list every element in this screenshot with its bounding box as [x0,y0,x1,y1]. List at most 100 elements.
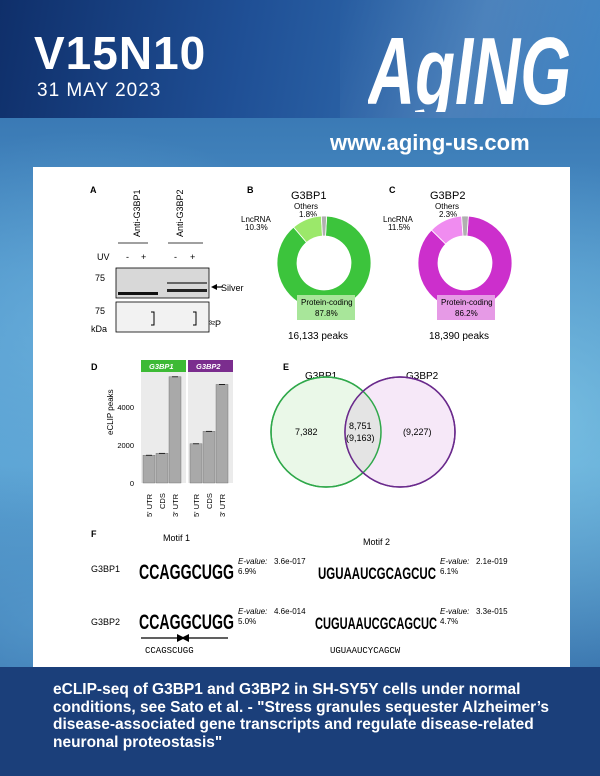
p32-bracket-2 [193,311,197,326]
figure-svg: A Anti-G3BP1 Anti-G3BP2 UV - + - + 75 75… [90,185,513,656]
panel-b-pc-pct: 87.8% [315,309,338,318]
silver-label: Silver [221,283,244,293]
panel-d-strip-g1 [141,360,186,372]
venn-overlap-paren: (9,163) [346,433,375,443]
bar-g1-1 [155,453,169,484]
m2-r1-evalue: 2.1e-019 [476,557,508,566]
panel-b-others-pct: 1.8% [299,210,317,219]
m1-r2-evalue: 4.6e-014 [274,607,306,616]
mw-75-p32: 75 [95,306,105,316]
panel-b-title: G3BP1 [291,190,326,202]
consensus-motif1: CCAGSCUGG [145,646,194,656]
panel-c-pc-label: Protein-coding [441,298,493,307]
panel-d-tick-0: 0 [130,479,134,488]
figure-panel: A Anti-G3BP1 Anti-G3BP2 UV - + - + 75 75… [33,167,570,667]
venn-overlap-count: 8,751 [349,421,372,431]
volume-number: V15N10 [34,27,207,79]
panel-d-cat-g2-1: CDS [205,493,214,509]
donutB-slice-others [320,215,328,237]
panel-e: E G3BP1 G3BP2 7,382 8,751 (9,163) (9,227… [270,362,456,488]
mw-75-silver: 75 [95,273,105,283]
panel-d-bars [142,376,229,484]
panel-e-right-title: G3BP2 [406,371,439,382]
panel-d-tick-2000: 2000 [117,441,134,450]
motif2-logo-g3bp1: UGUAAUCGCAGCUC [318,564,436,583]
panel-d-cat-g1-1: CDS [158,493,167,509]
bar-g1-0 [142,455,156,484]
m2-r1-pct: 6.1% [440,567,458,576]
row-g3bp1: G3BP1 [91,564,120,574]
panel-d-cat-g2-0: 5' UTR [192,493,201,517]
panel-a: A Anti-G3BP1 Anti-G3BP2 UV - + - + 75 75… [90,185,244,334]
p32-label: ³²P [209,319,221,329]
silver-band-3 [167,282,207,284]
panel-b-lnc-label: LncRNA [241,215,271,224]
bar-g1-2 [168,376,182,484]
logo-text: AgING [368,20,571,112]
issue-date: 31 MAY 2023 [37,80,162,101]
panel-d-cat-g1-2: 3' UTR [171,493,180,517]
p32-bracket-1 [151,311,155,326]
journal-logo: AgING [368,20,571,112]
bar-g2-0 [189,443,203,484]
motif1-title: Motif 1 [163,533,190,543]
panel-b-lnc-pct: 10.3% [245,223,268,232]
venn-left-only: 7,382 [295,427,318,437]
panel-c-title: G3BP2 [430,190,465,202]
panel-d: D eCLIP peaks G3BP1 G3BP2 0 2000 4000 5'… [91,360,233,517]
venn-right-only: (9,227) [403,427,432,437]
panel-a-letter: A [90,185,97,195]
motif1-logo-g3bp1: CCAGGCUGG [139,561,234,584]
header-band [0,0,600,118]
col-anti-g3bp2: Anti-G3BP2 [175,189,185,237]
panel-d-strip-g2-label: G3BP2 [196,362,221,371]
silver-arrow-icon [211,284,217,290]
panel-d-letter: D [91,362,98,372]
bar-g2-1 [202,431,216,484]
donutC-slice-protein-coding [417,215,513,311]
panel-d-cat-g2-2: 3' UTR [218,493,227,517]
panel-c-pc-box [437,295,495,320]
panel-c: C G3BP2 Others 2.3% LncRNA 11.5% Protein… [383,185,513,342]
panel-b: B G3BP1 Others 1.8% LncRNA 10.3% Protein… [241,185,372,342]
panel-c-pc-pct: 86.2% [455,309,478,318]
panel-c-lnc-pct: 11.5% [388,223,410,232]
journal-url[interactable]: www.aging-us.com [330,130,530,155]
m1-r1-evalue-label: E-value: [238,557,267,566]
uv-plus-2: + [190,252,195,262]
panel-c-others-label: Others [435,202,459,211]
uv-minus-2: - [174,252,177,262]
silver-band-1 [118,292,158,295]
row-g3bp2: G3BP2 [91,617,120,627]
col-anti-g3bp1: Anti-G3BP1 [132,189,142,237]
motif2-logo-g3bp2: CUGUAAUCGCAGCUC [315,614,437,633]
m1-r2-pct: 5.0% [238,617,256,626]
panel-c-others-pct: 2.3% [439,210,457,219]
m2-r2-pct: 4.7% [440,617,458,626]
motif1-logo-g3bp2: CCAGGCUGG [139,611,234,634]
panel-d-strip-g1-label: G3BP1 [149,362,174,371]
donut-c [417,215,513,311]
p32-gel [115,301,210,333]
panel-f-letter: F [91,529,97,539]
panel-e-letter: E [283,362,289,372]
bar-g2-2 [215,384,229,484]
panel-d-cat-g1-0: 5' UTR [145,493,154,517]
kda-label: kDa [91,324,107,334]
arrow-left-icon [181,634,189,642]
panel-b-others-label: Others [294,202,318,211]
m2-r2-evalue-label: E-value: [440,607,469,616]
m2-r1-evalue-label: E-value: [440,557,469,566]
panel-b-peaks: 16,133 peaks [288,331,348,342]
panel-b-pc-label: Protein-coding [301,298,353,307]
caption-band [0,667,600,776]
panel-d-ylabel: eCLIP peaks [106,389,115,435]
m2-r2-evalue: 3.3e-015 [476,607,508,616]
cover-caption: eCLIP-seq of G3BP1 and G3BP2 in SH-SY5Y … [53,681,550,751]
panel-c-peaks: 18,390 peaks [429,331,489,342]
donutB-slice-protein-coding [276,215,372,311]
consensus-motif2: UGUAAUCYCAGCW [330,646,401,656]
donut-b [276,215,372,311]
uv-label: UV [97,252,110,262]
uv-minus-1: - [126,252,129,262]
